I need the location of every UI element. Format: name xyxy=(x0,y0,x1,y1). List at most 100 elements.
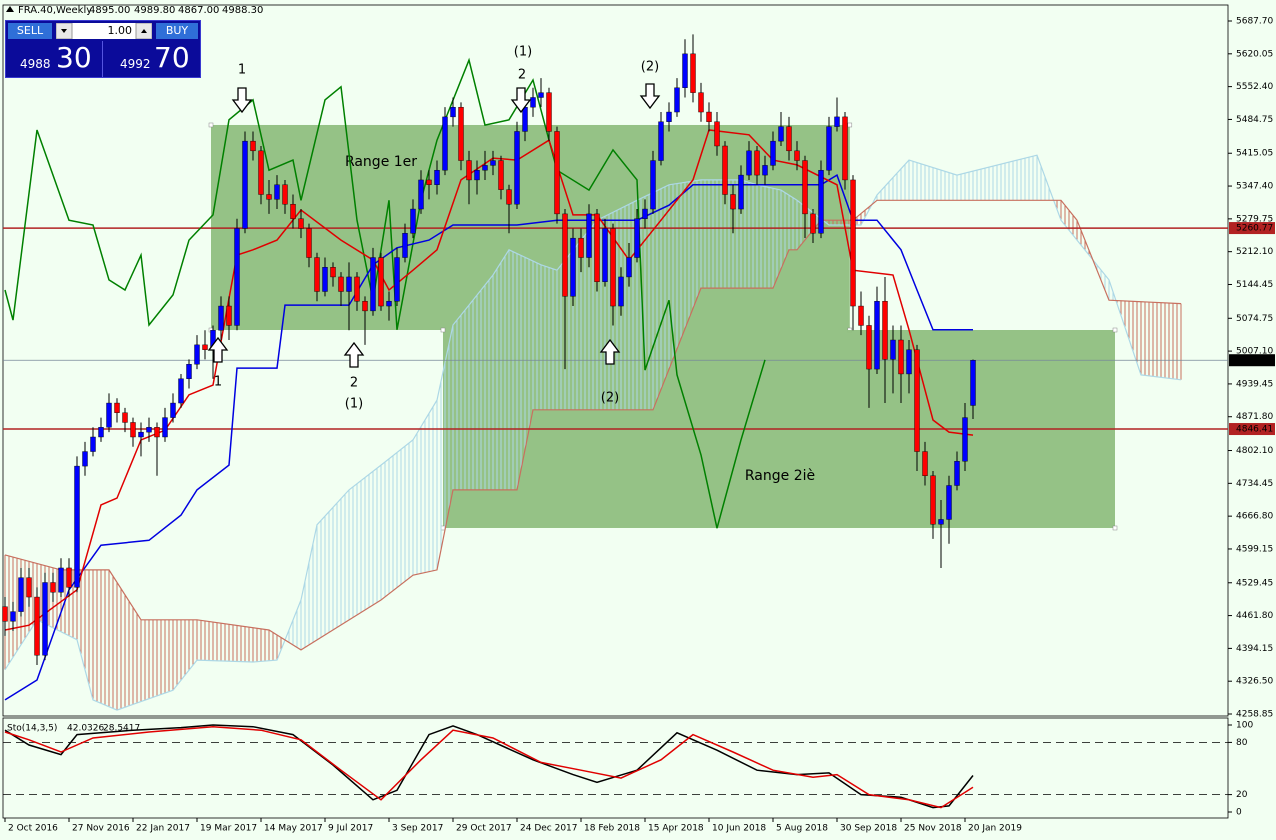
price-label-box xyxy=(1229,354,1275,367)
candle-body xyxy=(282,184,288,205)
candle-body xyxy=(602,228,608,282)
y-tick-label: 80 xyxy=(1236,738,1248,748)
y-tick-label: 4599.15 xyxy=(1236,544,1273,554)
candle-body xyxy=(322,267,328,292)
candle-body xyxy=(858,305,864,326)
header-high: 4989.80 xyxy=(134,5,175,16)
candle-body xyxy=(66,567,72,588)
lot-field[interactable]: 1.00 xyxy=(56,23,152,39)
candle-body xyxy=(578,237,584,258)
candle-body xyxy=(314,257,320,292)
candle-body xyxy=(722,145,728,195)
y-tick-label: 4871.80 xyxy=(1236,412,1273,422)
candle-body xyxy=(970,360,976,406)
candle-body xyxy=(498,160,504,190)
header-icon xyxy=(6,6,14,12)
candle-body xyxy=(666,111,672,122)
candle-body xyxy=(530,97,536,108)
sell-button[interactable]: SELL xyxy=(8,23,52,39)
candle-body xyxy=(570,237,576,297)
candle-body xyxy=(546,92,552,132)
x-tick-label: 25 Nov 2018 xyxy=(904,824,962,834)
x-tick-label: 29 Oct 2017 xyxy=(456,824,512,834)
candle-body xyxy=(442,116,448,171)
range-handle xyxy=(440,327,446,333)
candle-body xyxy=(290,203,296,219)
x-tick-label: 27 Nov 2016 xyxy=(72,824,130,834)
candle-body xyxy=(354,276,360,302)
lot-up-icon xyxy=(141,29,147,33)
candle-body xyxy=(274,184,280,200)
x-tick-label: 2 Oct 2016 xyxy=(8,824,58,834)
y-tick-label: 5279.75 xyxy=(1236,214,1273,224)
y-tick-label: 5212.10 xyxy=(1236,247,1273,257)
x-tick-label: 3 Sep 2017 xyxy=(392,824,443,834)
candle-body xyxy=(914,349,920,452)
annotation: 1 xyxy=(238,63,246,78)
candle-body xyxy=(242,140,248,229)
candle-body xyxy=(330,267,336,278)
lot-value[interactable]: 1.00 xyxy=(107,24,133,37)
candle-body xyxy=(146,427,152,433)
candle-body xyxy=(162,417,168,438)
y-tick-label: 5552.40 xyxy=(1236,82,1273,92)
trade-panel: SELL 1.00 BUY 4988 30 4992 70 xyxy=(5,20,201,78)
candle-body xyxy=(82,451,88,467)
annotation: 1 xyxy=(214,375,222,390)
candle-body xyxy=(218,305,224,331)
chikou-line xyxy=(4,57,766,529)
range-handle xyxy=(1112,327,1118,333)
candle-body xyxy=(394,257,400,302)
candle-body xyxy=(562,213,568,297)
candle-body xyxy=(874,300,880,370)
price-label: 5260.77 xyxy=(1236,224,1273,234)
candle-body xyxy=(594,213,600,282)
stoch-title: Sto(14,3,5) xyxy=(7,724,57,734)
candle-body xyxy=(490,160,496,166)
candle-body xyxy=(754,150,760,176)
span-b-line xyxy=(4,199,1182,651)
candle-body xyxy=(386,300,392,307)
header-close: 4988.30 xyxy=(222,5,263,16)
candle-body xyxy=(474,170,480,181)
candle-body xyxy=(714,121,720,147)
candle-body xyxy=(930,475,936,525)
y-tick-label: 4258.85 xyxy=(1236,710,1273,720)
range-handle xyxy=(440,525,446,531)
candle-body xyxy=(586,213,592,258)
candle-body xyxy=(298,218,304,229)
lot-arrows xyxy=(56,23,152,39)
x-tick-label: 14 May 2017 xyxy=(264,824,323,834)
y-tick-label: 5347.40 xyxy=(1236,182,1273,192)
candle-body xyxy=(434,170,440,185)
y-tick-label: 0 xyxy=(1236,808,1242,818)
buy-button[interactable]: BUY xyxy=(156,23,198,39)
y-tick-label: 4394.15 xyxy=(1236,644,1273,654)
candle-body xyxy=(186,364,192,379)
ask-big: 4992 xyxy=(120,57,151,71)
arrow-down xyxy=(231,87,253,114)
x-tick-label: 10 Jun 2018 xyxy=(712,824,766,834)
candle-body xyxy=(258,150,264,195)
candle-body xyxy=(842,116,848,181)
candle-body xyxy=(226,305,232,326)
price-label: 4846.41 xyxy=(1236,425,1273,435)
candle-body xyxy=(778,126,784,142)
x-tick-label: 18 Feb 2018 xyxy=(584,824,640,834)
candle-body xyxy=(90,436,96,452)
y-tick-label: 4326.50 xyxy=(1236,677,1273,687)
y-tick-label: 4939.45 xyxy=(1236,379,1273,389)
candle-body xyxy=(554,131,560,215)
x-tick-label: 24 Dec 2017 xyxy=(520,824,578,834)
range-label: Range 2iè xyxy=(745,468,815,484)
candle-body xyxy=(202,344,208,350)
candle-body xyxy=(458,106,464,161)
candle-body xyxy=(2,606,8,622)
y-tick-label: 5687.70 xyxy=(1236,17,1273,27)
annotation: (2) xyxy=(641,60,659,75)
bid-small: 30 xyxy=(56,41,92,74)
candle-body xyxy=(514,131,520,205)
price-label: 4988.30 xyxy=(1236,356,1273,366)
